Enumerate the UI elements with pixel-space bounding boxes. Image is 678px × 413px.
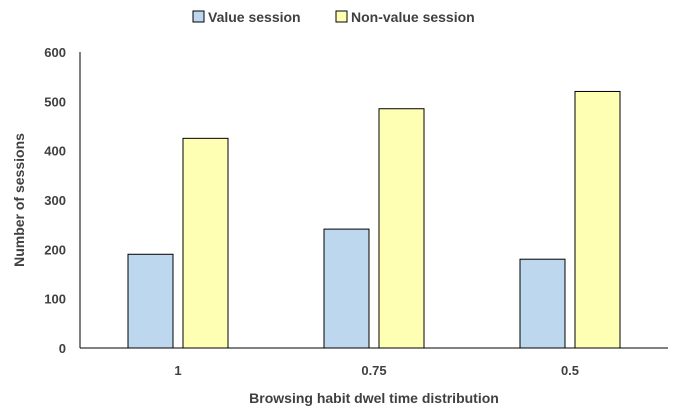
y-tick-label: 300	[44, 193, 66, 208]
y-tick-label: 400	[44, 144, 66, 159]
bars-group	[127, 90, 621, 349]
y-tick-label: 0	[59, 341, 66, 356]
bar-series-1-category-0	[182, 137, 229, 349]
legend-swatch-value-session	[192, 10, 205, 23]
bar-series-0-category-0	[127, 253, 174, 349]
y-tick-label: 500	[44, 94, 66, 109]
bar-series-0-category-1	[323, 228, 370, 349]
x-axis-title: Browsing habit dwel time distribution	[249, 390, 499, 406]
bar-series-1-category-1	[378, 108, 425, 349]
y-tick-label: 600	[44, 45, 66, 60]
legend: Value session Non-value session	[192, 9, 475, 25]
y-axis-title: Number of sessions	[11, 133, 27, 267]
bar-series-1-category-2	[574, 90, 621, 349]
legend-swatch-non-value-session	[335, 10, 348, 23]
bar-series-0-category-2	[519, 258, 566, 349]
x-axis-ticks: 1 0.75 0.5	[174, 363, 579, 378]
x-tick-label: 1	[174, 363, 181, 378]
legend-label-value-session: Value session	[208, 9, 301, 25]
x-tick-label: 0.75	[361, 363, 386, 378]
y-tick-label: 200	[44, 242, 66, 257]
legend-label-non-value-session: Non-value session	[351, 9, 475, 25]
y-axis-ticks: 0 100 200 300 400 500 600	[44, 45, 66, 356]
x-tick-label: 0.5	[561, 363, 579, 378]
y-tick-label: 100	[44, 292, 66, 307]
